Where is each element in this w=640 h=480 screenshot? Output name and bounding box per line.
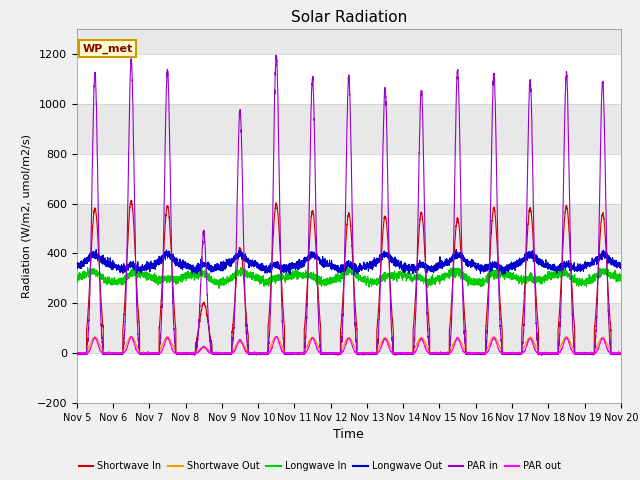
Bar	[77, 353, 621, 403]
Bar	[77, 104, 621, 154]
Legend: Shortwave In, Shortwave Out, Longwave In, Longwave Out, PAR in, PAR out: Shortwave In, Shortwave Out, Longwave In…	[75, 457, 565, 475]
Y-axis label: Radiation (W/m2, umol/m2/s): Radiation (W/m2, umol/m2/s)	[21, 134, 31, 298]
Bar	[77, 204, 621, 253]
Text: WP_met: WP_met	[82, 44, 132, 54]
Bar	[77, 54, 621, 104]
Bar	[77, 253, 621, 303]
Bar	[77, 154, 621, 204]
Bar	[77, 303, 621, 353]
X-axis label: Time: Time	[333, 429, 364, 442]
Title: Solar Radiation: Solar Radiation	[291, 10, 407, 25]
